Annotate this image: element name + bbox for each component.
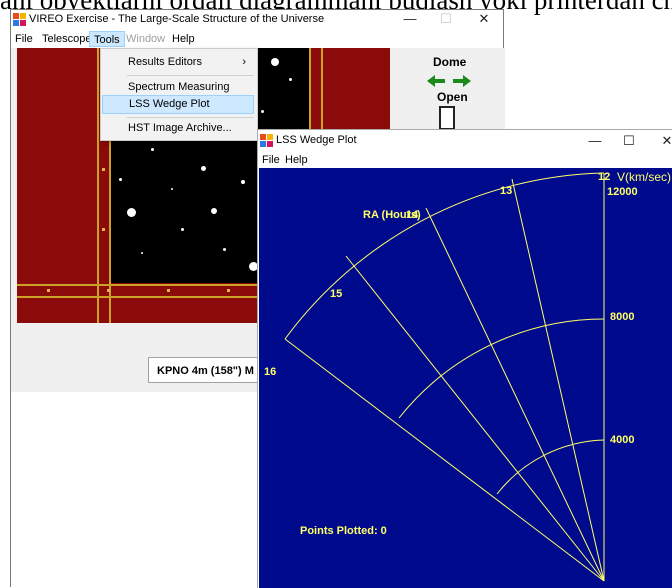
lss-title-bar[interactable]: LSS Wedge Plot — ☐ ✕: [258, 130, 672, 152]
dome-open-switch[interactable]: [439, 106, 455, 130]
dome-state-label: Open: [437, 90, 468, 104]
ra-tick-label: 14: [406, 209, 419, 221]
dome-control-panel: Dome Open: [406, 48, 505, 248]
wedge-grid: [284, 172, 605, 582]
ra-axis-label: RA (Hours): [363, 209, 421, 221]
vireo-app-icon: [13, 13, 26, 26]
velocity-tick-label: 12000: [607, 186, 638, 198]
main-maximize-button[interactable]: ☐: [440, 11, 452, 26]
velocity-tick-label: 4000: [610, 434, 634, 446]
menu-tools[interactable]: Tools: [89, 31, 125, 47]
points-plotted-label: Points Plotted: 0: [300, 525, 387, 537]
main-minimize-button[interactable]: —: [403, 11, 417, 26]
lss-wedge-plot-window: LSS Wedge Plot — ☐ ✕ File Help 12 13 14 …: [257, 129, 672, 588]
lss-close-button[interactable]: ✕: [661, 133, 672, 148]
main-menu-bar: File Telescopes Tools Window Help: [11, 30, 503, 48]
lss-app-icon: [260, 134, 273, 147]
lss-menu-bar: File Help: [258, 152, 672, 168]
velocity-axis-label: V(km/sec): [617, 170, 671, 184]
ra-tick-label: 13: [500, 185, 512, 197]
ra-tick-label: 15: [330, 288, 342, 300]
lss-maximize-button[interactable]: ☐: [623, 133, 635, 148]
ra-tick-label: 16: [264, 366, 276, 378]
menu-item-lss-wedge-plot[interactable]: LSS Wedge Plot: [102, 95, 254, 114]
menu-item-results-editors[interactable]: Results Editors ›: [102, 53, 254, 72]
main-title-bar[interactable]: VIREO Exercise - The Large-Scale Structu…: [11, 10, 503, 30]
tools-dropdown-menu: Results Editors › Spectrum Measuring LSS…: [100, 48, 258, 141]
lss-menu-file[interactable]: File: [262, 154, 280, 166]
dome-label: Dome: [433, 55, 467, 69]
main-window-title: VIREO Exercise - The Large-Scale Structu…: [29, 13, 325, 25]
dome-rotate-arrows-icon[interactable]: [427, 74, 471, 88]
main-close-button[interactable]: ✕: [478, 11, 490, 26]
lss-window-title: LSS Wedge Plot: [276, 134, 357, 146]
menu-item-hst-image-archive[interactable]: HST Image Archive...: [128, 122, 232, 134]
menu-item-spectrum-measuring[interactable]: Spectrum Measuring: [128, 81, 230, 93]
lss-minimize-button[interactable]: —: [588, 133, 602, 148]
menu-file[interactable]: File: [15, 33, 33, 45]
menu-telescopes[interactable]: Telescopes: [42, 33, 98, 45]
velocity-tick-label: 8000: [610, 311, 634, 323]
wedge-plot-area[interactable]: 12 13 14 15 16 RA (Hours) V(km/sec) 1200…: [259, 168, 672, 588]
submenu-arrow-icon: ›: [242, 56, 246, 68]
menu-window[interactable]: Window: [126, 33, 166, 45]
ra-tick-label: 12: [598, 171, 610, 183]
wedge-plot-svg: 12 13 14 15 16 RA (Hours) V(km/sec) 1200…: [264, 170, 671, 582]
menu-help[interactable]: Help: [172, 33, 195, 45]
lss-menu-help[interactable]: Help: [285, 154, 308, 166]
